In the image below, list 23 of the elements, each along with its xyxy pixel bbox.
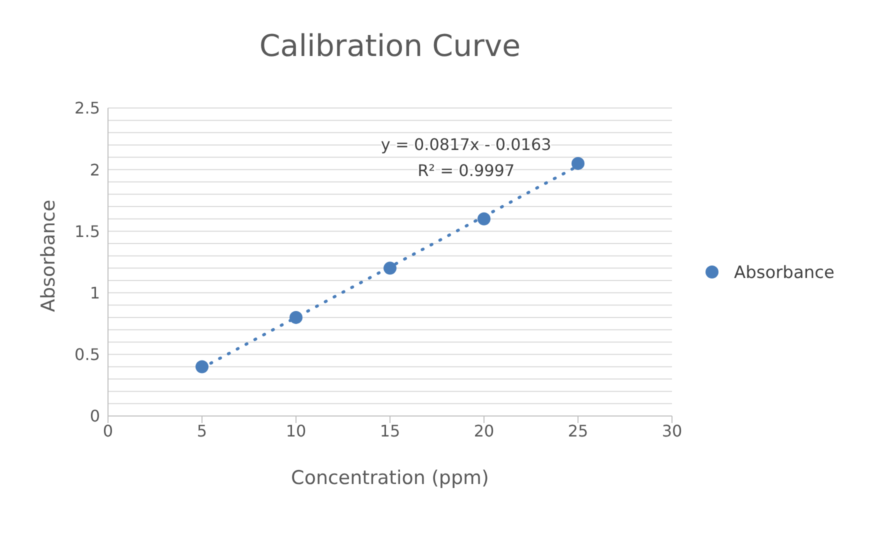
y-tick-label: 0.5 (74, 345, 100, 364)
annotation: y = 0.0817x - 0.0163 (380, 135, 552, 154)
point (196, 360, 208, 374)
y-tick-label: 1 (90, 283, 100, 302)
y-axis-title: Absorbance (38, 200, 60, 312)
point (384, 262, 396, 275)
x-tick-label: 5 (196, 421, 208, 440)
y-tick-label: 1.5 (74, 222, 100, 241)
x-tick-label: 15 (380, 421, 400, 440)
x-tick-label: 30 (662, 421, 682, 440)
annotation: R² = 0.9997 (418, 161, 515, 180)
x-tick-label: 25 (568, 421, 588, 440)
y-tick-label: 0 (90, 406, 100, 426)
legend-label: Absorbance (734, 263, 834, 283)
y-tick-label: 2.5 (74, 98, 100, 118)
x-tick-label: 20 (474, 421, 494, 440)
point (478, 212, 490, 226)
x-tick-label: 0 (102, 421, 114, 440)
y-tick-label: 2 (90, 160, 100, 180)
chart-title: Calibration Curve (259, 29, 521, 64)
x-tick-label: 10 (286, 421, 306, 440)
point (572, 156, 584, 170)
x-axis-title: Concentration (ppm) (291, 467, 489, 489)
